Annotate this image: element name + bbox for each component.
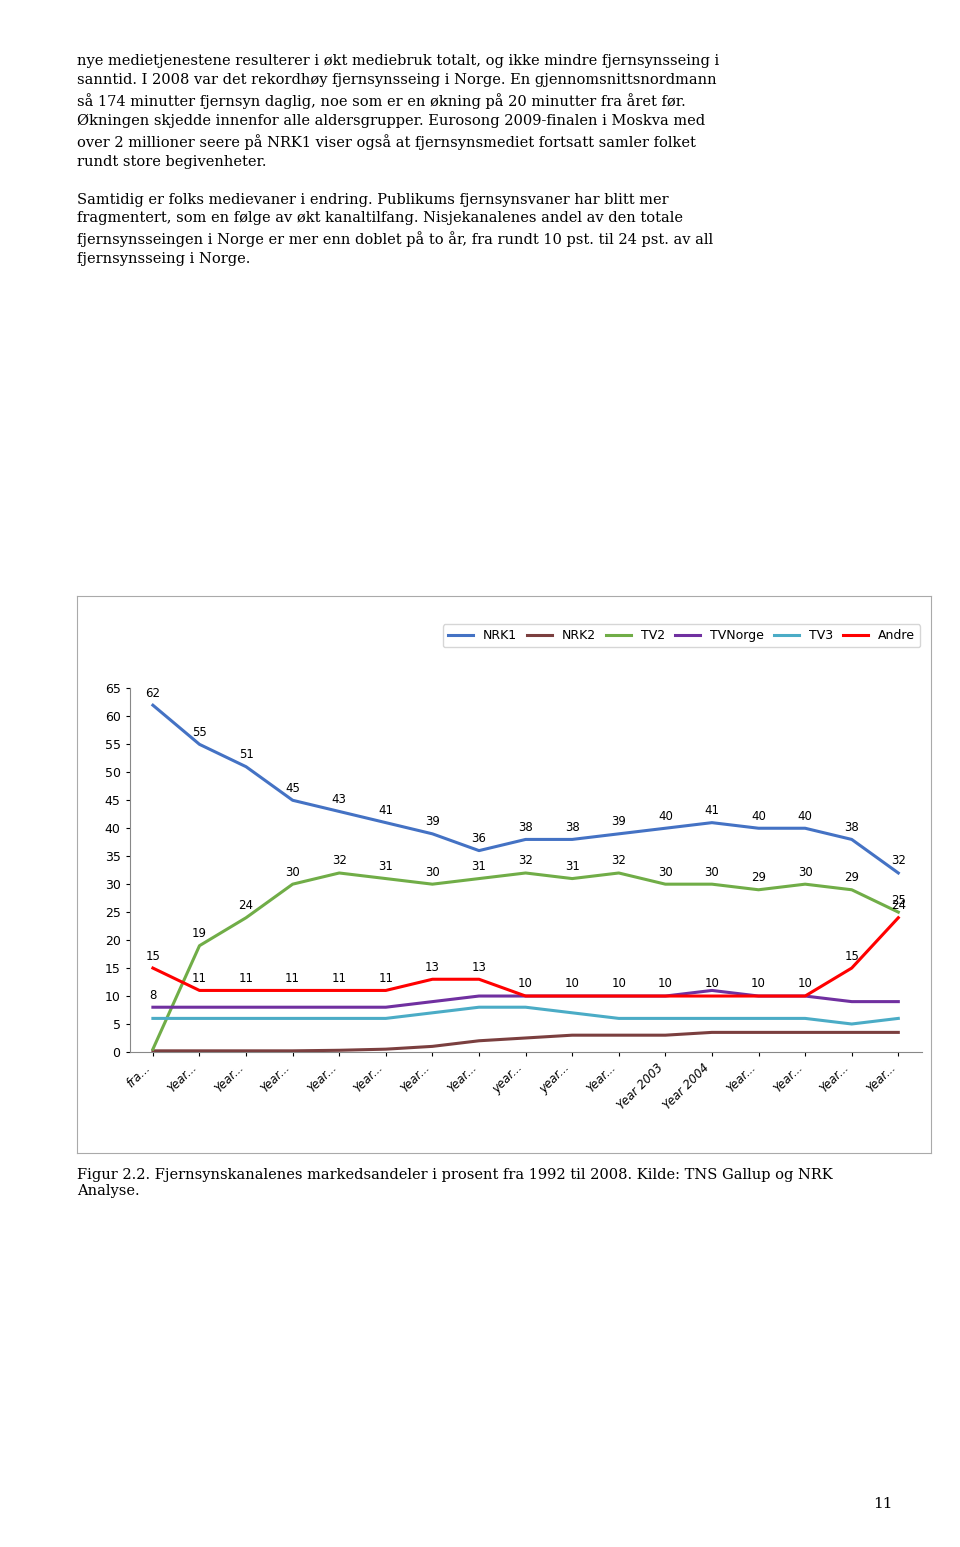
Text: 51: 51	[239, 749, 253, 761]
Text: 30: 30	[425, 866, 440, 879]
Text: 10: 10	[798, 978, 812, 990]
Text: 11: 11	[332, 972, 347, 985]
Text: 41: 41	[378, 804, 394, 817]
Text: 25: 25	[891, 894, 905, 907]
Text: 39: 39	[612, 815, 626, 828]
Text: 40: 40	[798, 809, 812, 823]
Text: Figur 2.2. Fjernsynskanalenes markedsandeler i prosent fra 1992 til 2008. Kilde:: Figur 2.2. Fjernsynskanalenes markedsand…	[77, 1168, 832, 1199]
Text: 8: 8	[149, 989, 156, 1001]
Text: 29: 29	[844, 871, 859, 885]
Text: 10: 10	[564, 978, 580, 990]
Text: 11: 11	[192, 972, 207, 985]
Text: 11: 11	[239, 972, 253, 985]
Text: 30: 30	[285, 866, 300, 879]
Text: 31: 31	[378, 860, 394, 873]
Text: 10: 10	[705, 978, 719, 990]
Text: 31: 31	[471, 860, 487, 873]
Text: 38: 38	[564, 821, 580, 834]
Text: 10: 10	[751, 978, 766, 990]
Text: 10: 10	[612, 978, 626, 990]
Text: 45: 45	[285, 781, 300, 795]
Text: 36: 36	[471, 832, 487, 845]
Text: 39: 39	[425, 815, 440, 828]
Text: 40: 40	[751, 809, 766, 823]
Text: 29: 29	[751, 871, 766, 885]
Text: 11: 11	[874, 1497, 893, 1511]
Text: 15: 15	[844, 950, 859, 962]
Legend: NRK1, NRK2, TV2, TVNorge, TV3, Andre: NRK1, NRK2, TV2, TVNorge, TV3, Andre	[443, 625, 921, 647]
Text: 32: 32	[612, 854, 626, 868]
Text: 32: 32	[332, 854, 347, 868]
Text: 19: 19	[192, 927, 207, 941]
Text: 62: 62	[145, 687, 160, 699]
Text: 11: 11	[285, 972, 300, 985]
Text: nye medietjenestene resulterer i økt mediebruk totalt, og ikke mindre fjernsynss: nye medietjenestene resulterer i økt med…	[77, 54, 719, 266]
Text: 31: 31	[564, 860, 580, 873]
Text: 15: 15	[146, 950, 160, 962]
Text: 30: 30	[705, 866, 719, 879]
Text: 32: 32	[518, 854, 533, 868]
Text: 43: 43	[332, 794, 347, 806]
Text: 32: 32	[891, 854, 905, 868]
Text: 38: 38	[518, 821, 533, 834]
Text: 38: 38	[845, 821, 859, 834]
Text: 13: 13	[471, 961, 487, 973]
Text: 24: 24	[891, 899, 906, 913]
Text: 10: 10	[518, 978, 533, 990]
Text: 13: 13	[425, 961, 440, 973]
Text: 30: 30	[798, 866, 812, 879]
Text: 11: 11	[378, 972, 394, 985]
Text: 30: 30	[658, 866, 673, 879]
Text: 24: 24	[239, 899, 253, 913]
Text: 40: 40	[658, 809, 673, 823]
Text: 55: 55	[192, 726, 206, 739]
Text: 10: 10	[658, 978, 673, 990]
Text: 41: 41	[705, 804, 719, 817]
